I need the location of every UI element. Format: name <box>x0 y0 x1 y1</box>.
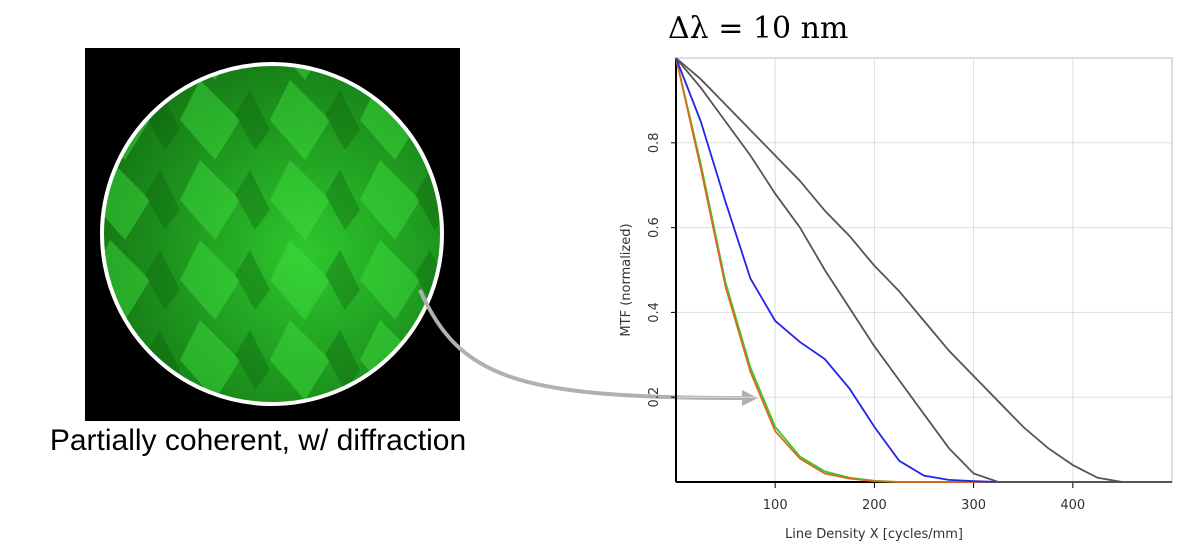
arrow-head <box>742 390 758 406</box>
spot-image <box>102 64 442 404</box>
line-series <box>675 57 1172 483</box>
y-tick-label: 0.6 <box>647 217 662 238</box>
line-series <box>675 57 1172 483</box>
x-tick-label: 300 <box>961 498 986 513</box>
x-axis-label: Line Density X [cycles/mm] <box>785 527 963 542</box>
line-series <box>675 57 1172 483</box>
x-tick-label: 100 <box>763 498 788 513</box>
line-series <box>675 57 1172 483</box>
y-tick-label: 0.4 <box>647 302 662 323</box>
plot-frame <box>675 57 1173 483</box>
y-tick-label: 0.2 <box>647 387 662 408</box>
chart-title: Δλ = 10 nm <box>668 11 848 46</box>
y-axis-label: MTF (normalized) <box>619 223 634 336</box>
aperture-ring <box>100 62 444 406</box>
x-tick-label: 200 <box>862 498 887 513</box>
line-series <box>675 57 1172 483</box>
caption: Partially coherent, w/ diffraction <box>50 424 466 457</box>
chart: Δλ = 10 nm Line Density X [cycles/mm] MTF … <box>619 11 1173 542</box>
x-tick-label: 400 <box>1060 498 1085 513</box>
arrow <box>418 289 746 400</box>
y-tick-label: 0.8 <box>647 132 662 153</box>
